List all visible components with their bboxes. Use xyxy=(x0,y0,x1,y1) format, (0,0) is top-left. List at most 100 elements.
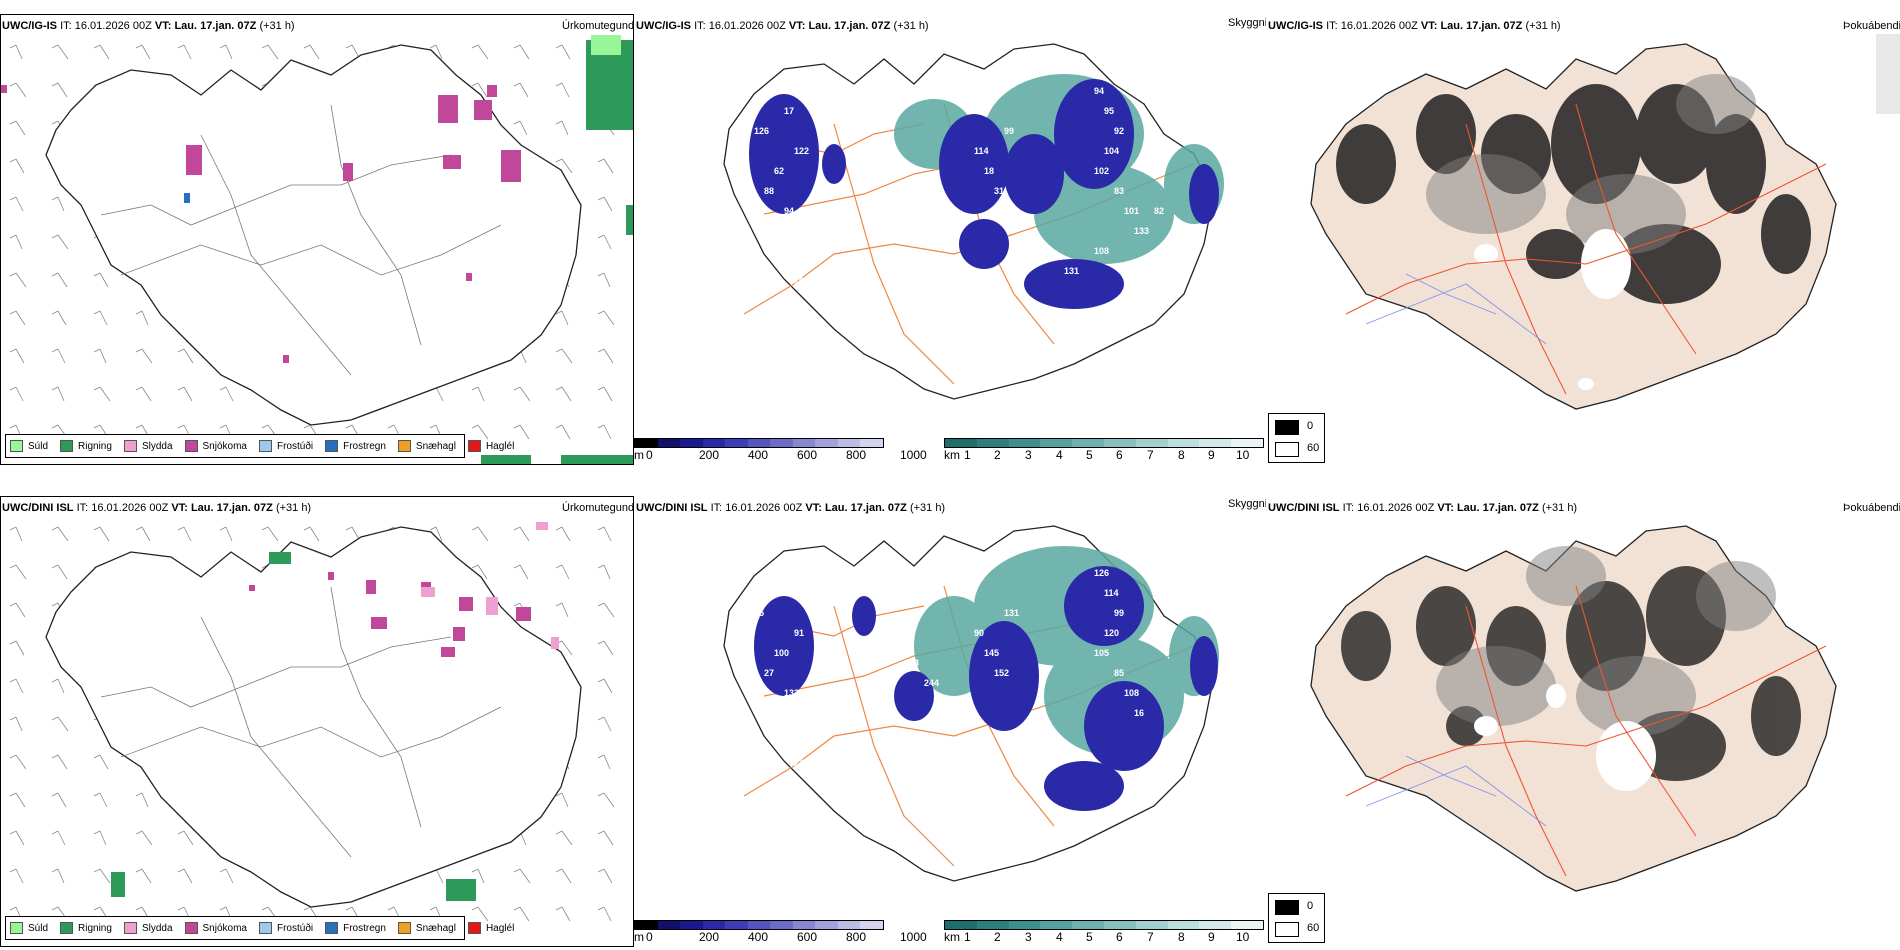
wind-barb xyxy=(141,310,149,326)
wind-barb-flag xyxy=(261,424,269,429)
wind-barb xyxy=(561,526,571,542)
wind-barb xyxy=(477,386,485,402)
wind-barb-flag xyxy=(51,196,59,201)
legend-item: Snæhagl xyxy=(397,440,456,452)
legend-item: Snjókoma xyxy=(184,440,247,452)
wind-barb-flag xyxy=(597,602,605,607)
wind-barb xyxy=(57,830,66,846)
wind-barb xyxy=(435,386,444,402)
wind-barb-flag xyxy=(597,830,605,835)
wind-barb xyxy=(519,526,530,542)
cloud-base-label: 99 xyxy=(1004,126,1014,136)
wind-barb-flag xyxy=(555,386,563,391)
panel-title-precip-row2: Úrkomutegund xyxy=(562,502,635,514)
wind-barb-flag xyxy=(303,526,311,531)
wind-barb-flag xyxy=(9,158,17,163)
wind-barb-flag xyxy=(555,120,563,125)
colorbar-tick: 9 xyxy=(1208,448,1215,462)
colorbar-segment xyxy=(860,921,884,929)
wind-barb xyxy=(15,526,23,542)
wind-barb xyxy=(519,868,531,884)
wind-barb xyxy=(561,386,572,402)
cloud-base-label: 89 xyxy=(884,136,894,146)
wind-barb-flag xyxy=(513,868,521,873)
cloud-base-label: 133 xyxy=(784,688,799,698)
wind-barb-flag xyxy=(51,234,59,239)
colorbar-segment xyxy=(747,921,771,929)
wind-barb xyxy=(603,196,613,212)
wind-barb-flag xyxy=(93,526,101,531)
wind-barb-flag xyxy=(303,906,311,911)
cloud-base-label: 114 xyxy=(1104,588,1119,598)
wind-barb-flag xyxy=(597,272,605,277)
cloud-base-label: 95 xyxy=(1104,106,1114,116)
panel-title-fog-row2: Þokuábendi xyxy=(1843,502,1900,514)
colorbar-tick: 1000 xyxy=(900,930,927,944)
wind-barb xyxy=(141,792,149,808)
wind-barb-flag xyxy=(345,906,353,911)
colorbar-segment xyxy=(770,921,793,929)
wind-barb-flag xyxy=(9,44,17,49)
wind-barb xyxy=(99,868,111,884)
wind-barb xyxy=(15,272,27,288)
colorbar-tick: 600 xyxy=(797,448,818,462)
wind-barb xyxy=(435,44,443,60)
cloud-base-label: 146 xyxy=(884,618,899,628)
wind-barb xyxy=(519,424,530,440)
wind-barb xyxy=(57,754,68,770)
wind-barb xyxy=(57,526,69,542)
cloud-base-label: 122 xyxy=(794,146,809,156)
wind-barb xyxy=(561,158,573,174)
wind-barb-flag xyxy=(219,424,227,429)
wind-barb-flag xyxy=(93,754,101,759)
fog-swatch-low xyxy=(1275,900,1299,915)
wind-barb xyxy=(603,754,611,770)
wind-barb-flag xyxy=(555,564,563,569)
wind-barb-flag xyxy=(555,906,563,911)
wind-barb-flag xyxy=(387,906,395,911)
legend-item: Súld xyxy=(10,440,48,452)
cloud-base-label: 101 xyxy=(1124,206,1139,216)
cloud-base-label: 85 xyxy=(754,608,764,618)
wind-barb-flag xyxy=(51,424,59,429)
wind-barb-flag xyxy=(51,120,59,125)
wind-barb xyxy=(435,868,444,884)
legend-item: Snæhagl xyxy=(397,922,456,934)
wind-barb-flag xyxy=(177,44,185,49)
wind-barb xyxy=(561,310,569,326)
cloud-base-label: 127 xyxy=(874,578,889,588)
wind-barb-flag xyxy=(9,564,17,569)
cloud-base-label: 83 xyxy=(1114,186,1124,196)
wind-barb xyxy=(57,716,69,732)
colorbar-segment xyxy=(976,439,1009,447)
wind-barb-flag xyxy=(345,526,353,531)
cloud-base-label: 93 xyxy=(764,86,774,96)
wind-barb-flag xyxy=(177,424,185,429)
legend-item: Súld xyxy=(10,922,48,934)
wind-barb-flag xyxy=(471,526,479,531)
colorbar-segment xyxy=(680,439,703,447)
panel-header-cloud-row1: UWC/IG-IS IT: 16.01.2026 00Z VT: Lau. 17… xyxy=(636,20,929,32)
wind-barb xyxy=(99,792,108,808)
wind-barb xyxy=(603,272,611,288)
wind-barb-flag xyxy=(93,792,101,797)
wind-barb xyxy=(15,386,24,402)
legend-item: Snjókoma xyxy=(184,922,247,934)
visibility-colorbar-row2: km 1 2 3 4 5 6 7 8 9 10 xyxy=(944,920,1264,944)
wind-barb-flag xyxy=(555,158,563,163)
colorbar-segment xyxy=(1135,921,1168,929)
legend-swatch-sleet xyxy=(123,440,137,452)
wind-barb-flag xyxy=(93,906,101,911)
wind-barb-flag xyxy=(9,424,17,429)
colorbar-segment xyxy=(815,439,838,447)
wind-barb xyxy=(15,564,27,580)
wind-barb-flag xyxy=(513,602,521,607)
height-colorbar-strip xyxy=(634,438,884,448)
wind-barb xyxy=(183,386,193,402)
wind-barb xyxy=(225,386,234,402)
wind-barb-flag xyxy=(93,424,101,429)
colorbar-tick: 800 xyxy=(846,448,867,462)
wind-barb-flag xyxy=(51,564,59,569)
fog-map-row1 xyxy=(1310,34,1900,410)
wind-barb-flag xyxy=(135,424,143,429)
